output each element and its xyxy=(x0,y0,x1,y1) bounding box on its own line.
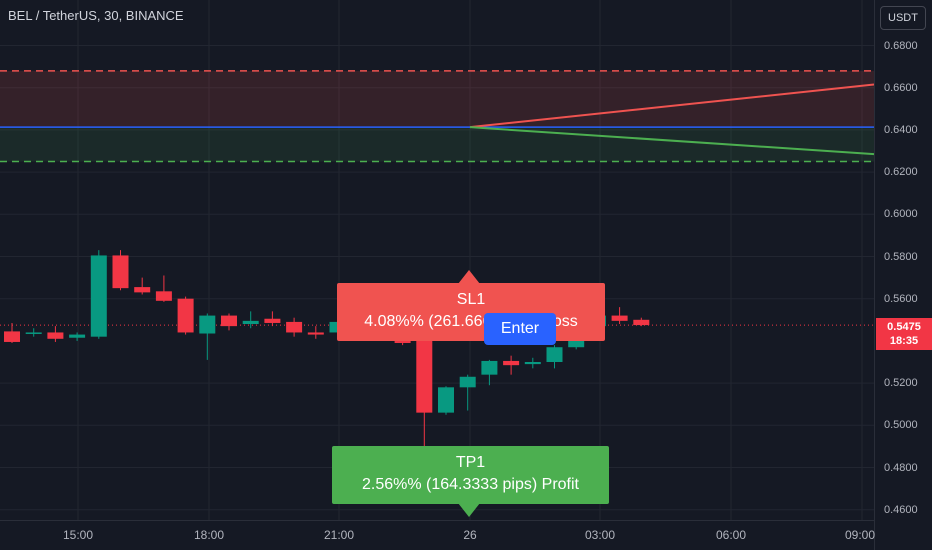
price-tick-label: 0.6400 xyxy=(884,123,918,136)
candle-body xyxy=(438,387,454,413)
price-tick-label: 0.5000 xyxy=(884,419,918,432)
stop-loss-label[interactable]: SL1 4.08%% (261.6667 pips) Loss xyxy=(337,283,605,341)
time-tick-label: 26 xyxy=(463,528,477,542)
candle-body xyxy=(4,331,20,342)
candle-body xyxy=(416,336,433,413)
bar-countdown: 18:35 xyxy=(889,335,919,347)
enter-button[interactable]: Enter xyxy=(484,313,556,345)
candlestick-series xyxy=(4,250,650,457)
candle-body xyxy=(242,320,259,325)
candle-body xyxy=(90,255,107,337)
candle-body xyxy=(633,319,650,326)
time-tick-label: 06:00 xyxy=(715,528,747,542)
projection-down-line xyxy=(469,126,874,156)
candle-body xyxy=(611,315,628,321)
candle-body xyxy=(134,287,151,293)
take-profit-title: TP1 xyxy=(455,454,486,471)
last-price-value: 0.5475 xyxy=(887,321,921,333)
stop-loss-arrow-icon xyxy=(458,270,480,284)
time-tick-label: 09:00 xyxy=(844,528,876,542)
price-chart[interactable] xyxy=(0,0,874,520)
candle-body xyxy=(155,291,172,301)
price-tick-label: 0.6200 xyxy=(884,166,918,179)
candle-body xyxy=(481,360,498,375)
candle-body xyxy=(199,315,216,334)
price-tick-label: 0.5200 xyxy=(884,377,918,390)
candle-body xyxy=(524,362,541,365)
time-tick-label: 18:00 xyxy=(193,528,225,542)
price-tick-label: 0.6800 xyxy=(884,39,918,52)
price-tick-label: 0.5800 xyxy=(884,250,918,263)
candle-body xyxy=(546,347,563,362)
stop-loss-title: SL1 xyxy=(456,291,486,308)
candle-body xyxy=(112,255,129,289)
candle-body xyxy=(221,315,237,327)
time-tick-label: 21:00 xyxy=(323,528,355,542)
take-profit-text: 2.56%% (164.3333 pips) Profit xyxy=(361,476,579,493)
price-scale[interactable] xyxy=(874,0,932,550)
symbol-title[interactable]: BEL / TetherUS, 30, BINANCE xyxy=(8,8,184,23)
candle-body xyxy=(286,321,303,333)
currency-button[interactable]: USDT xyxy=(880,6,926,30)
candle-body xyxy=(459,376,476,388)
stop-loss-text: 4.08%% (261.6667 pips) Loss xyxy=(364,313,578,330)
take-profit-label[interactable]: TP1 2.56%% (164.3333 pips) Profit xyxy=(332,446,609,504)
price-tick-label: 0.4800 xyxy=(884,461,918,474)
time-tick-label: 03:00 xyxy=(584,528,616,542)
take-profit-arrow-icon xyxy=(458,503,480,517)
position-zones xyxy=(0,70,874,326)
price-tick-label: 0.5600 xyxy=(884,292,918,305)
candle-body xyxy=(177,298,194,333)
time-tick-label: 15:00 xyxy=(62,528,94,542)
price-tick-label: 0.4600 xyxy=(884,503,918,516)
price-tick-label: 0.6000 xyxy=(884,208,918,221)
last-price-label: 0.5475 18:35 xyxy=(876,318,932,350)
candle-body xyxy=(69,334,86,338)
candle-body xyxy=(503,360,520,366)
candle-body xyxy=(47,332,64,339)
projection-up-line xyxy=(469,83,874,129)
chart-grid xyxy=(0,0,874,520)
target-zone xyxy=(0,127,874,162)
price-tick-label: 0.6600 xyxy=(884,81,918,94)
time-scale[interactable] xyxy=(0,520,874,550)
candle-body xyxy=(307,332,324,335)
candle-body xyxy=(25,332,42,334)
candle-body xyxy=(264,318,281,323)
